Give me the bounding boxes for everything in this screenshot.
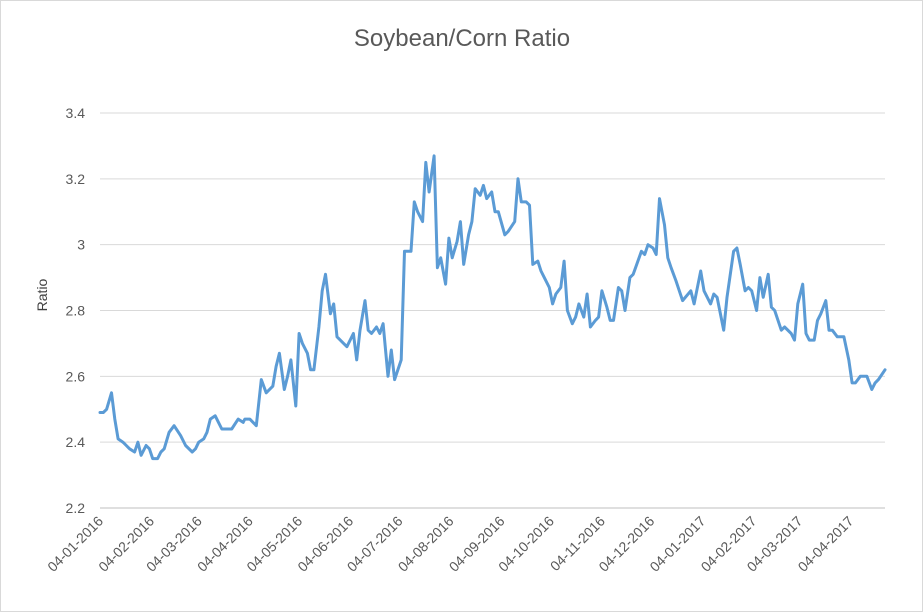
y-tick-label: 3.2 [66, 171, 86, 187]
gridlines [100, 112, 885, 509]
series-line [98, 154, 887, 461]
y-axis-title: Ratio [34, 278, 50, 311]
y-tick-label: 2.6 [66, 368, 86, 384]
chart-title: Soybean/Corn Ratio [354, 25, 570, 52]
y-tick-labels: 2.2 2.4 2.6 2.8 3 3.2 3.4 [66, 105, 86, 516]
y-tick-label: 2.4 [66, 434, 86, 450]
y-tick-label: 2.8 [66, 303, 86, 319]
y-tick-label: 3 [77, 237, 85, 253]
x-tick-label: 04-04-2017 [795, 513, 857, 575]
x-tick-labels: 04-01-201604-02-201604-03-201604-04-2016… [44, 513, 857, 575]
y-tick-label: 2.2 [66, 500, 86, 516]
y-tick-label: 3.4 [66, 105, 86, 121]
